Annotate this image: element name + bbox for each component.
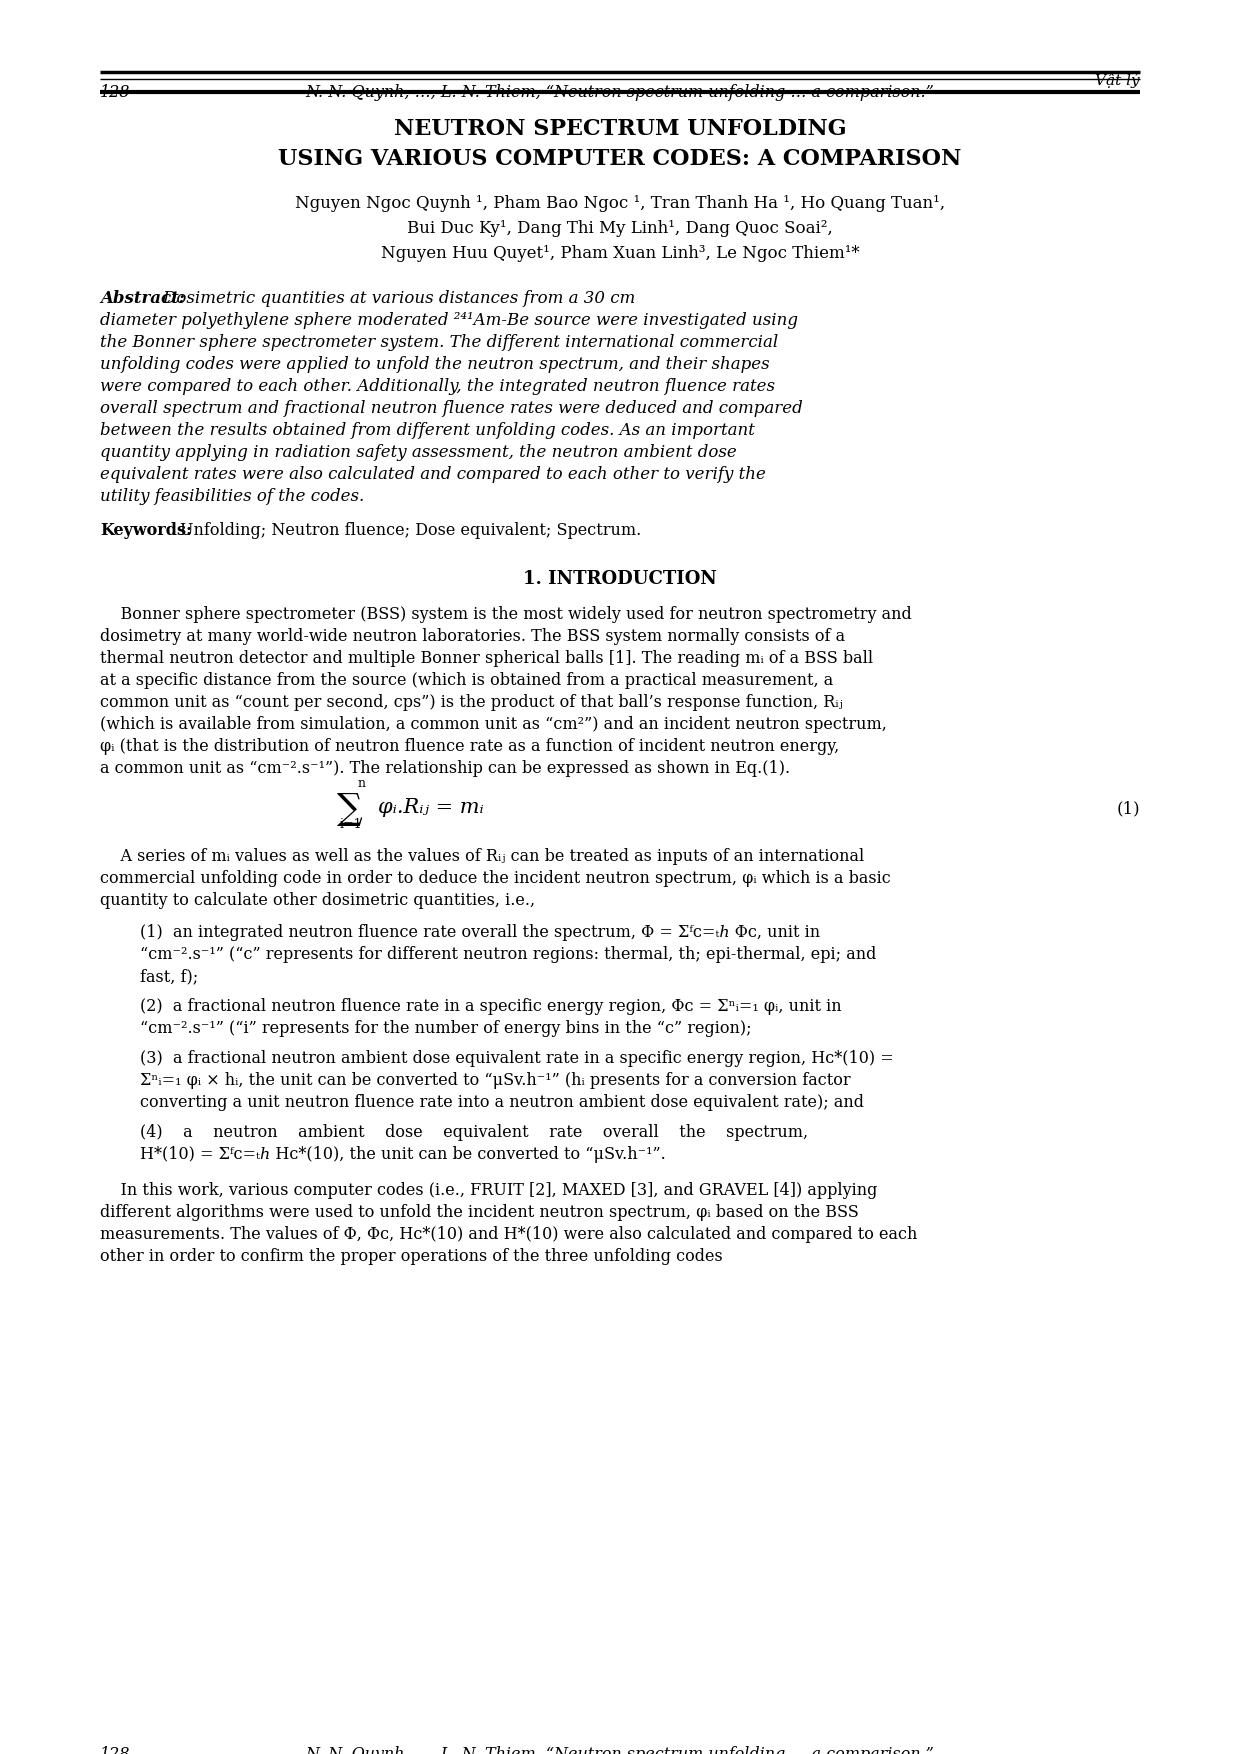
Text: ∑: ∑ <box>337 793 363 826</box>
Text: Abstract:: Abstract: <box>100 289 185 307</box>
Text: (4)    a    neutron    ambient    dose    equivalent    rate    overall    the  : (4) a neutron ambient dose equivalent ra… <box>140 1124 808 1142</box>
Text: converting a unit neutron fluence rate into a neutron ambient dose equivalent ra: converting a unit neutron fluence rate i… <box>140 1094 864 1110</box>
Text: “cm⁻².s⁻¹” (“c” represents for different neutron regions: thermal, th; epi-therm: “cm⁻².s⁻¹” (“c” represents for different… <box>140 945 877 963</box>
Text: at a specific distance from the source (which is obtained from a practical measu: at a specific distance from the source (… <box>100 672 833 689</box>
Text: Nguyen Ngoc Quynh ¹, Pham Bao Ngoc ¹, Tran Thanh Ha ¹, Ho Quang Tuan¹,: Nguyen Ngoc Quynh ¹, Pham Bao Ngoc ¹, Tr… <box>295 195 945 212</box>
Text: Σⁿᵢ=₁ φᵢ × hᵢ, the unit can be converted to “μSv.h⁻¹” (hᵢ presents for a convers: Σⁿᵢ=₁ φᵢ × hᵢ, the unit can be converted… <box>140 1072 851 1089</box>
Text: φᵢ (that is the distribution of neutron fluence rate as a function of incident n: φᵢ (that is the distribution of neutron … <box>100 738 839 754</box>
Text: unfolding codes were applied to unfold the neutron spectrum, and their shapes: unfolding codes were applied to unfold t… <box>100 356 770 374</box>
Text: quantity applying in radiation safety assessment, the neutron ambient dose: quantity applying in radiation safety as… <box>100 444 737 461</box>
Text: A series of mᵢ values as well as the values of Rᵢⱼ can be treated as inputs of a: A series of mᵢ values as well as the val… <box>100 847 864 865</box>
Text: 128: 128 <box>100 84 130 102</box>
Text: were compared to each other. Additionally, the integrated neutron fluence rates: were compared to each other. Additionall… <box>100 379 775 395</box>
Text: H*(10) = Σᶠᴄ=ₜℎ Hᴄ*(10), the unit can be converted to “μSv.h⁻¹”.: H*(10) = Σᶠᴄ=ₜℎ Hᴄ*(10), the unit can be… <box>140 1145 666 1163</box>
Text: (3)  a fractional neutron ambient dose equivalent rate in a specific energy regi: (3) a fractional neutron ambient dose eq… <box>140 1051 894 1066</box>
Text: (which is available from simulation, a common unit as “cm²”) and an incident neu: (which is available from simulation, a c… <box>100 716 887 733</box>
Text: measurements. The values of Φ, Φᴄ, Hᴄ*(10) and H*(10) were also calculated and c: measurements. The values of Φ, Φᴄ, Hᴄ*(1… <box>100 1226 918 1244</box>
Text: N. N. Quynh, …, L. N. Thiem, “Neutron spectrum unfolding … a comparison.”: N. N. Quynh, …, L. N. Thiem, “Neutron sp… <box>305 84 935 102</box>
Text: fast, f);: fast, f); <box>140 968 198 986</box>
Text: the Bonner sphere spectrometer system. The different international commercial: the Bonner sphere spectrometer system. T… <box>100 333 779 351</box>
Text: overall spectrum and fractional neutron fluence rates were deduced and compared: overall spectrum and fractional neutron … <box>100 400 802 417</box>
Text: 128: 128 <box>100 1745 130 1754</box>
Text: thermal neutron detector and multiple Bonner spherical balls [1]. The reading mᵢ: thermal neutron detector and multiple Bo… <box>100 651 873 667</box>
Text: N. N. Quynh, …, L. N. Thiem, “Neutron spectrum unfolding … a comparison.”: N. N. Quynh, …, L. N. Thiem, “Neutron sp… <box>305 1745 935 1754</box>
Text: other in order to confirm the proper operations of the three unfolding codes: other in order to confirm the proper ope… <box>100 1249 723 1265</box>
Text: dosimetry at many world-wide neutron laboratories. The BSS system normally consi: dosimetry at many world-wide neutron lab… <box>100 628 846 645</box>
Text: (2)  a fractional neutron fluence rate in a specific energy region, Φᴄ = Σⁿᵢ=₁ φ: (2) a fractional neutron fluence rate in… <box>140 998 842 1016</box>
Text: Dosimetric quantities at various distances from a 30 cm: Dosimetric quantities at various distanc… <box>100 289 635 307</box>
Text: quantity to calculate other dosimetric quantities, i.e.,: quantity to calculate other dosimetric q… <box>100 893 536 909</box>
Text: Nguyen Huu Quyet¹, Pham Xuan Linh³, Le Ngoc Thiem¹*: Nguyen Huu Quyet¹, Pham Xuan Linh³, Le N… <box>381 246 859 261</box>
Text: i=1: i=1 <box>340 817 362 831</box>
Text: commercial unfolding code in order to deduce the incident neutron spectrum, φᵢ w: commercial unfolding code in order to de… <box>100 870 890 888</box>
Text: Unfolding; Neutron fluence; Dose equivalent; Spectrum.: Unfolding; Neutron fluence; Dose equival… <box>180 523 641 538</box>
Text: “cm⁻².s⁻¹” (“i” represents for the number of energy bins in the “c” region);: “cm⁻².s⁻¹” (“i” represents for the numbe… <box>140 1021 751 1037</box>
Text: Vật lý: Vật lý <box>1095 72 1140 88</box>
Text: (1): (1) <box>1116 800 1140 817</box>
Text: In this work, various computer codes (i.e., FRUIT [2], MAXED [3], and GRAVEL [4]: In this work, various computer codes (i.… <box>100 1182 878 1200</box>
Text: n: n <box>358 777 366 789</box>
Text: different algorithms were used to unfold the incident neutron spectrum, φᵢ based: different algorithms were used to unfold… <box>100 1203 859 1221</box>
Text: 1. INTRODUCTION: 1. INTRODUCTION <box>523 570 717 588</box>
Text: diameter polyethylene sphere moderated ²⁴¹Am-Be source were investigated using: diameter polyethylene sphere moderated ²… <box>100 312 799 330</box>
Text: φᵢ.Rᵢⱼ = mᵢ: φᵢ.Rᵢⱼ = mᵢ <box>378 798 484 817</box>
Text: (1)  an integrated neutron fluence rate overall the spectrum, Φ = Σᶠᴄ=ₜℎ Φᴄ, uni: (1) an integrated neutron fluence rate o… <box>140 924 820 940</box>
Text: common unit as “count per second, cps”) is the product of that ball’s response f: common unit as “count per second, cps”) … <box>100 695 843 710</box>
Text: utility feasibilities of the codes.: utility feasibilities of the codes. <box>100 488 365 505</box>
Text: equivalent rates were also calculated and compared to each other to verify the: equivalent rates were also calculated an… <box>100 467 766 482</box>
Text: Keywords:: Keywords: <box>100 523 192 538</box>
Text: a common unit as “cm⁻².s⁻¹”). The relationship can be expressed as shown in Eq.(: a common unit as “cm⁻².s⁻¹”). The relati… <box>100 759 790 777</box>
Text: USING VARIOUS COMPUTER CODES: A COMPARISON: USING VARIOUS COMPUTER CODES: A COMPARIS… <box>278 147 962 170</box>
Text: between the results obtained from different unfolding codes. As an important: between the results obtained from differ… <box>100 423 755 438</box>
Text: Bonner sphere spectrometer (BSS) system is the most widely used for neutron spec: Bonner sphere spectrometer (BSS) system … <box>100 605 911 623</box>
Text: NEUTRON SPECTRUM UNFOLDING: NEUTRON SPECTRUM UNFOLDING <box>393 118 847 140</box>
Text: Bui Duc Ky¹, Dang Thi My Linh¹, Dang Quoc Soai²,: Bui Duc Ky¹, Dang Thi My Linh¹, Dang Quo… <box>407 219 833 237</box>
